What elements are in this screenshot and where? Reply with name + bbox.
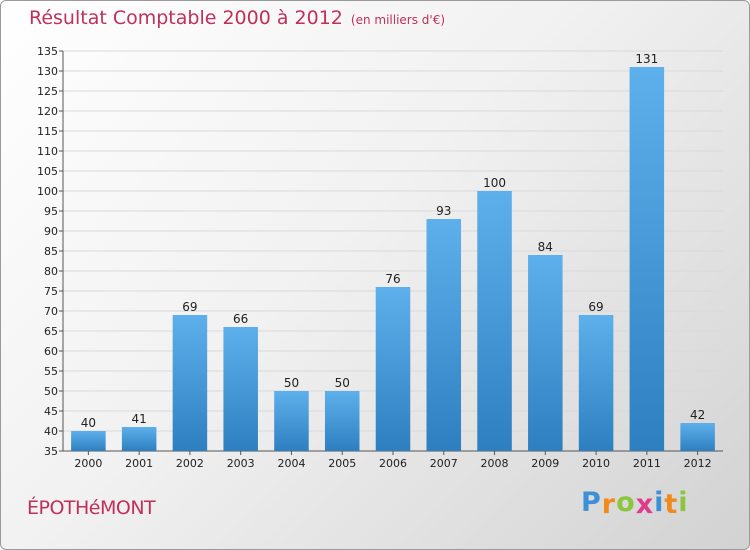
x-tick-label: 2011 [633, 457, 661, 470]
y-tick-label: 110 [37, 145, 58, 158]
logo-letter: i [678, 487, 689, 518]
x-tick-label: 2001 [125, 457, 153, 470]
bar [121, 427, 157, 451]
labels: 35 40 45 50 55 60 65 70 75 80 85 90 95 100 105 110 115 12… [37, 45, 712, 470]
y-tick-label: 80 [44, 265, 58, 278]
bar-value-label: 50 [284, 376, 299, 390]
y-tick-label: 85 [44, 245, 58, 258]
bar-value-label: 131 [635, 52, 658, 66]
bar-value-label: 41 [132, 412, 147, 426]
y-tick-label: 95 [44, 205, 58, 218]
y-tick-label: 40 [44, 425, 58, 438]
y-tick-label: 60 [44, 345, 58, 358]
x-tick-label: 2006 [379, 457, 407, 470]
bar-value-label: 69 [588, 300, 603, 314]
bar-value-label: 93 [436, 204, 451, 218]
chart-title-text: Résultat Comptable 2000 à 2012 [29, 7, 343, 29]
bar [680, 423, 715, 451]
logo-letter: r [601, 489, 617, 520]
bar [528, 255, 563, 451]
bar [71, 431, 106, 451]
x-tick-label: 2012 [684, 457, 712, 470]
bar [172, 315, 208, 451]
bar [223, 327, 258, 451]
x-tick-label: 2000 [74, 457, 102, 470]
x-tick-label: 2008 [481, 457, 509, 470]
logo-letter: x [635, 489, 655, 520]
y-tick-label: 50 [44, 385, 58, 398]
y-tick-label: 115 [37, 125, 58, 138]
bar [375, 287, 411, 451]
bar [324, 391, 360, 451]
bar-value-label: 100 [483, 176, 506, 190]
bar [629, 67, 665, 451]
bar-value-label: 66 [233, 312, 248, 326]
chart-subtitle: (en milliers d'€) [350, 13, 446, 27]
x-tick-label: 2002 [176, 457, 204, 470]
y-tick-label: 120 [37, 105, 58, 118]
x-tick-label: 2005 [328, 457, 356, 470]
proxiti-logo: Proxiti [581, 487, 689, 520]
bar [274, 391, 309, 451]
x-tick-label: 2007 [430, 457, 458, 470]
bar-value-label: 42 [690, 408, 705, 422]
bars [71, 67, 715, 451]
x-tick-label: 2003 [227, 457, 255, 470]
bar [426, 219, 462, 451]
y-tick-label: 65 [44, 325, 58, 338]
x-tick-label: 2009 [531, 457, 559, 470]
y-tick-label: 75 [44, 285, 58, 298]
bar-value-label: 84 [538, 240, 553, 254]
bar-value-label: 76 [385, 272, 400, 286]
x-tick-label: 2010 [582, 457, 610, 470]
y-tick-label: 35 [44, 445, 58, 458]
bar [477, 191, 512, 451]
y-tick-label: 90 [44, 225, 58, 238]
y-tick-label: 70 [44, 305, 58, 318]
y-tick-label: 55 [44, 365, 58, 378]
y-tick-label: 45 [44, 405, 58, 418]
y-tick-label: 105 [37, 165, 58, 178]
y-tick-label: 135 [37, 45, 58, 58]
y-tick-label: 125 [37, 85, 58, 98]
bar-value-label: 40 [81, 416, 96, 430]
bar-value-label: 69 [182, 300, 197, 314]
logo-letter: i [654, 487, 665, 518]
x-tick-label: 2004 [277, 457, 305, 470]
bar [578, 315, 614, 451]
y-tick-label: 130 [37, 65, 58, 78]
logo-letter: P [581, 487, 602, 518]
commune-name: ÉPOTHéMONT [27, 497, 156, 519]
chart-title: Résultat Comptable 2000 à 2012 (en millie… [29, 7, 445, 29]
bar-value-label: 50 [335, 376, 350, 390]
y-tick-label: 100 [37, 185, 58, 198]
logo-letter: t [664, 489, 679, 520]
logo-letter: o [616, 487, 636, 518]
